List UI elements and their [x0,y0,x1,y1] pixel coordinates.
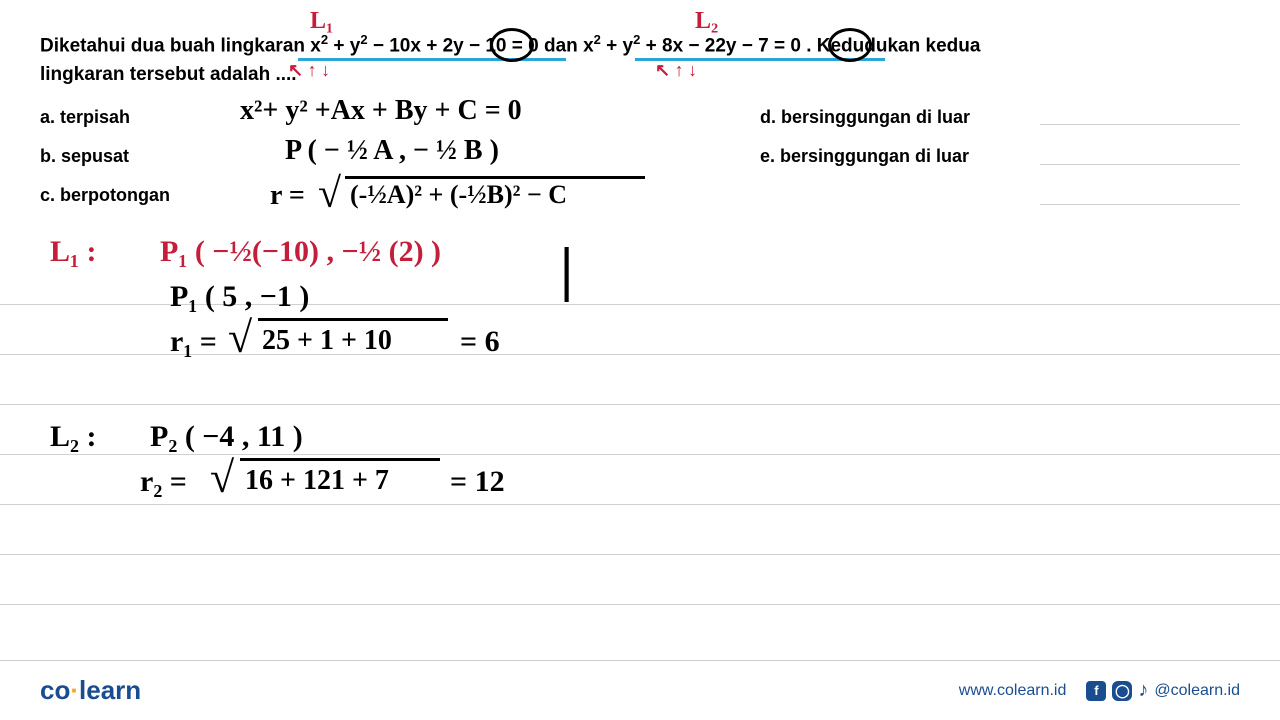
footer-handle: @colearn.id [1154,682,1240,700]
sqrt-bar-2 [258,318,448,321]
annotation-arrows-eq1: ↖ ↑ ↓ [288,60,330,81]
annotation-radius-sqrt-sym: √ [318,170,341,218]
annotation-vertical-bar: | [560,235,573,304]
annotation-arrows-eq2: ↖ ↑ ↓ [655,60,697,81]
annotation-radius-sqrt: (-½A)² + (-½B)² − C [350,180,567,210]
circle-mark-eq1 [490,28,534,62]
footer-social: f ◯ ♪ @colearn.id [1086,679,1240,702]
footer-bar: co·learn www.colearn.id f ◯ ♪ @colearn.i… [0,660,1280,720]
brand-logo: co·learn [40,675,141,706]
annotation-L1-r-left: r₁ = [170,325,217,359]
annotation-radius-r: r = [270,180,305,212]
annotation-L2-work-label: L₂ : [50,420,97,454]
tiktok-icon[interactable]: ♪ [1138,679,1148,702]
circle-mark-eq2 [828,28,872,62]
annotation-general-eq: x²+ y² +Ax + By + C = 0 [240,95,522,127]
option-b: b. sepusat [40,146,240,167]
sqrt-bar-3 [240,458,440,461]
annotation-L1-r-eq: = 6 [460,325,500,359]
annotation-L2-r-eq: = 12 [450,465,505,499]
footer-website[interactable]: www.colearn.id [959,682,1067,700]
instagram-icon[interactable]: ◯ [1112,681,1132,701]
annotation-L2-label-top: L₂ [695,8,718,35]
annotation-L2-r-sqrt: 16 + 121 + 7 [245,465,389,497]
annotation-L1-P1-calc: P₁ ( −½(−10) , −½ (2) ) [160,235,441,269]
option-d: d. bersinggungan di luar [760,107,970,128]
option-e: e. bersinggungan di luar [760,146,970,167]
annotation-L1-label-top: L₁ [310,8,333,35]
annotation-r1-sqrt-sym: √ [228,312,252,363]
sqrt-bar-1 [345,176,645,179]
annotation-L1-work-label: L₁ : [50,235,97,269]
options-left-column: a. terpisah b. sepusat c. berpotongan [40,107,240,224]
annotation-L1-r-sqrt: 25 + 1 + 10 [262,325,392,357]
annotation-L2-r-left: r₂ = [140,465,187,499]
options-right-column: d. bersinggungan di luar e. bersinggunga… [760,107,970,185]
option-a: a. terpisah [40,107,240,128]
annotation-L2-P2: P₂ ( −4 , 11 ) [150,420,303,454]
annotation-r2-sqrt-sym: √ [210,452,234,503]
annotation-L1-P1-result: P₁ ( 5 , −1 ) [170,280,309,314]
facebook-icon[interactable]: f [1086,681,1106,701]
annotation-center-formula: P ( − ½ A , − ½ B ) [285,135,499,167]
option-c: c. berpotongan [40,185,240,206]
underline-eq1 [298,58,566,61]
